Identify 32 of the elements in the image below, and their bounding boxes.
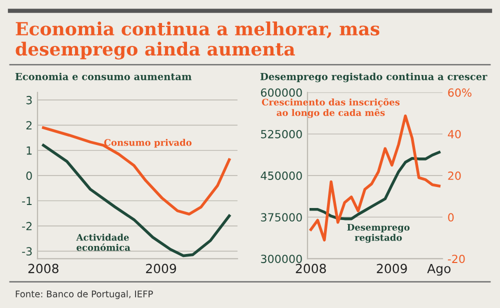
line-series	[309, 150, 441, 220]
x-tick-label: 2008	[296, 264, 326, 274]
x-tick-label: 2009	[146, 264, 176, 274]
y-tick-label: 3	[26, 96, 32, 104]
y-tick-label: 0	[26, 172, 32, 180]
y-tick-label: 1	[26, 146, 32, 155]
y-tick-label: -2	[22, 222, 32, 230]
x-tick-label: Ago	[427, 264, 451, 276]
y-tick-label: -1	[22, 196, 32, 205]
y-tick-label: -3	[22, 247, 32, 256]
y2-tick-label: 40	[448, 130, 461, 138]
series-label: Actividade económica	[76, 234, 130, 251]
y2-tick-label: 60%	[448, 88, 472, 97]
y2-tick-label: 0	[448, 213, 454, 222]
line-series	[42, 126, 231, 216]
chart-title: Desemprego registado continua a crescer	[260, 72, 488, 82]
y-tick-label: 450000	[260, 172, 302, 180]
series-label: Desemprego registado	[347, 224, 410, 243]
y2-tick-label: 20	[448, 172, 461, 180]
y-tick-label: 525000	[261, 130, 302, 138]
x-tick-label: 2009	[376, 264, 407, 274]
series-label: Crescimento das inscrições ao longo de cada mês	[262, 98, 400, 118]
y-tick-label: 600000	[261, 88, 302, 97]
chart-title: Economia continua a melhorar, mas desemprego ainda aumenta	[16, 22, 380, 60]
y-tick-label: 300000	[261, 254, 302, 264]
y-tick-label: 2	[26, 121, 32, 130]
chart-subtitle: Economia e consumo aumentam	[15, 72, 192, 80]
y2-tick-label: -20	[448, 254, 465, 264]
x-tick-label: 2008	[28, 264, 58, 274]
y-tick-label: 375000	[261, 213, 302, 222]
source-note: Fonte: Banco de Portugal, IEFP	[16, 290, 153, 300]
series-label: Consumo privado	[104, 138, 192, 148]
